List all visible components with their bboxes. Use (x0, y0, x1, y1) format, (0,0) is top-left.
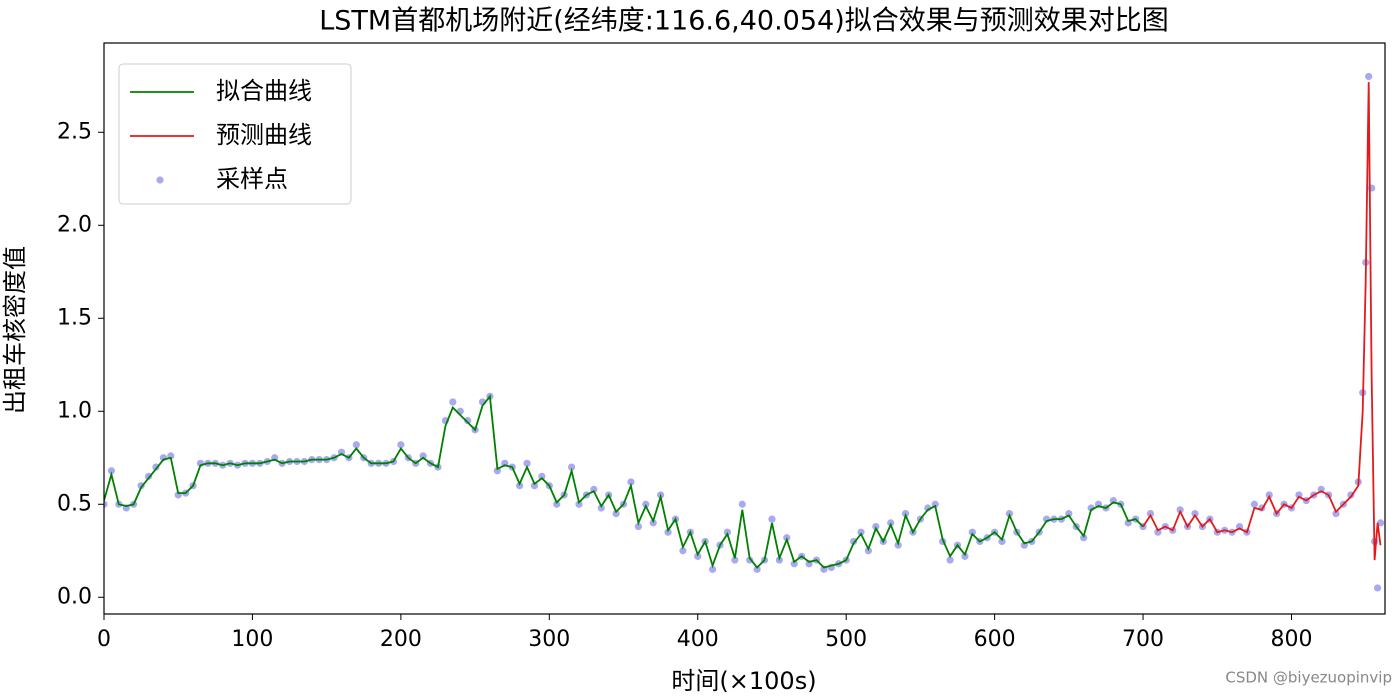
sample-point (731, 556, 739, 564)
x-tick-label: 0 (97, 627, 111, 652)
sample-point (612, 509, 620, 518)
x-tick-label: 500 (825, 627, 867, 652)
sample-point (523, 459, 531, 467)
sample-point (961, 552, 969, 560)
sample-point (553, 500, 561, 508)
sample-point (708, 565, 717, 573)
sample-point (1373, 584, 1382, 592)
sample-point (634, 522, 642, 531)
legend-marker (156, 176, 164, 184)
x-tick-label: 800 (1270, 627, 1312, 652)
sample-point (107, 467, 116, 475)
y-tick-label: 1.0 (57, 398, 92, 423)
legend-box (118, 63, 352, 205)
x-tick-label: 400 (677, 627, 719, 652)
sample-point (968, 528, 976, 536)
legend-label: 拟合曲线 (216, 77, 312, 105)
sample-point (768, 515, 776, 523)
series-line (104, 394, 1144, 569)
sample-point (104, 500, 108, 508)
sample-point (679, 547, 687, 555)
legend-label: 预测曲线 (216, 121, 312, 149)
sample-point (790, 560, 798, 568)
x-axis-label: 时间(×100s) (671, 667, 816, 695)
plot (104, 72, 1385, 592)
plot-frame (103, 42, 1386, 615)
x-tick-label: 600 (974, 627, 1016, 652)
sample-point (567, 463, 576, 471)
sample-point (597, 504, 605, 512)
sample-point (538, 472, 546, 480)
sample-point (1365, 72, 1373, 81)
sample-point (1250, 500, 1258, 508)
sample-point (857, 528, 865, 536)
x-tick-label: 100 (231, 627, 273, 652)
sample-point (723, 528, 732, 536)
sample-point (1146, 509, 1155, 518)
sample-point (946, 556, 954, 564)
sample-point (530, 482, 539, 490)
y-tick-label: 0.5 (57, 491, 92, 516)
sample-point (397, 441, 405, 449)
sample-point (1080, 534, 1088, 542)
y-tick-label: 1.5 (57, 305, 92, 330)
x-tick-label: 700 (1122, 627, 1164, 652)
sample-point (998, 537, 1006, 546)
sample-point (664, 528, 672, 536)
x-tick-label: 200 (380, 627, 422, 652)
y-tick-label: 0.0 (57, 584, 92, 609)
sample-point (575, 500, 583, 508)
x-tick-label: 300 (528, 627, 570, 652)
legend-label: 采样点 (216, 165, 288, 193)
chart-title: LSTM首都机场附近(经纬度:116.6,40.054)拟合效果与预测效果对比图 (319, 6, 1168, 37)
sample-point (1376, 519, 1385, 527)
sample-point (753, 565, 761, 573)
sample-point (738, 500, 746, 508)
sample-point (694, 552, 702, 560)
sample-point (464, 416, 472, 425)
sample-point (352, 441, 360, 449)
sample-point (449, 398, 457, 406)
y-axis-label: 出租车核密度值 (1, 246, 29, 414)
sample-point (1332, 509, 1340, 518)
watermark: CSDN @biyezuopinvip (1225, 669, 1392, 687)
series-line (1142, 82, 1382, 561)
y-tick-label: 2.0 (57, 212, 92, 237)
y-tick-label: 2.5 (57, 119, 92, 144)
sample-point (1191, 509, 1199, 518)
sample-point (627, 478, 635, 486)
sample-point (419, 452, 427, 460)
